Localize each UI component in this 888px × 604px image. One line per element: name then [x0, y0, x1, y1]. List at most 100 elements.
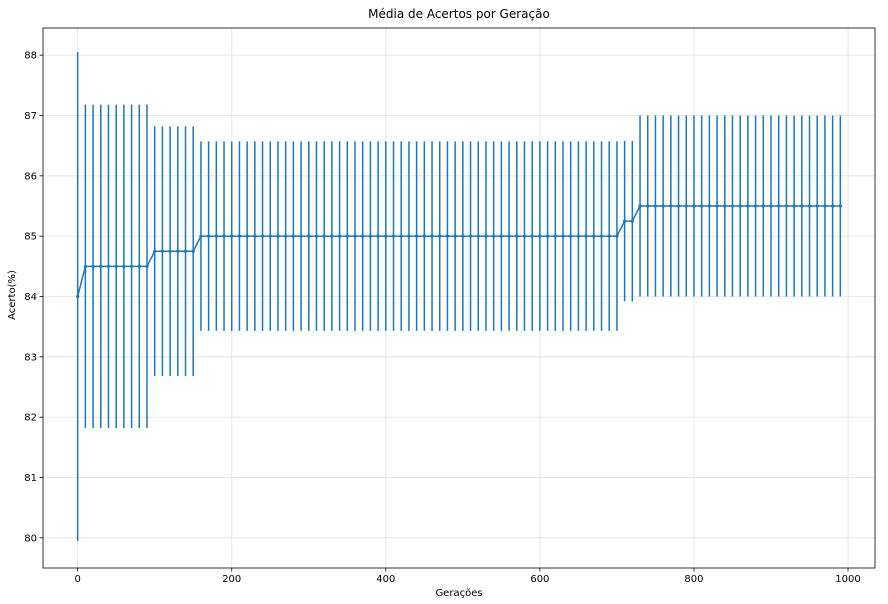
mean-point [91, 264, 95, 268]
y-axis-title: Acerto(%) [7, 270, 18, 320]
mean-point [761, 204, 765, 208]
x-axis-title: Gerações [435, 588, 482, 599]
mean-point [484, 234, 488, 238]
mean-point [284, 234, 288, 238]
mean-point [183, 249, 188, 253]
mean-point [538, 234, 542, 238]
mean-point [199, 234, 203, 238]
mean-point [145, 264, 149, 268]
plot-area-frame [42, 27, 876, 569]
mean-point [746, 204, 750, 208]
mean-point [330, 234, 334, 238]
mean-point [607, 234, 611, 238]
grid-lines [43, 28, 875, 568]
mean-point [831, 204, 835, 208]
mean-point [730, 204, 735, 208]
mean-point [615, 234, 619, 238]
mean-point [707, 204, 711, 208]
y-tick-label: 84 [24, 292, 37, 303]
mean-markers [76, 204, 842, 299]
mean-point [291, 234, 295, 238]
mean-point [384, 234, 388, 238]
x-tick-label: 400 [376, 574, 395, 585]
mean-point [322, 234, 326, 238]
mean-point [445, 234, 450, 238]
mean-point [584, 234, 588, 238]
mean-point [415, 234, 419, 238]
mean-point [438, 234, 442, 238]
mean-point [784, 204, 789, 208]
mean-point [368, 234, 373, 238]
mean-point [815, 204, 819, 208]
mean-point [168, 249, 172, 253]
mean-point [422, 234, 426, 238]
mean-point [106, 264, 111, 268]
mean-point [653, 204, 658, 208]
mean-point [207, 234, 211, 238]
mean-point [399, 234, 403, 238]
mean-point [307, 234, 311, 238]
mean-point [299, 234, 303, 238]
axis-ticks: 0 200 400 600 800 1000 80 81 82 83 84 85 86 87 88 [24, 51, 860, 585]
mean-point [715, 204, 719, 208]
x-tick-label: 200 [222, 574, 241, 585]
mean-point [599, 234, 604, 238]
mean-point [122, 264, 126, 268]
y-tick-label: 85 [24, 232, 37, 243]
y-tick-label: 88 [24, 51, 37, 62]
mean-point [430, 234, 434, 238]
mean-point [76, 294, 80, 299]
x-tick-label: 1000 [835, 574, 860, 585]
mean-point [245, 234, 249, 238]
mean-point [769, 204, 773, 208]
mean-point [753, 204, 758, 208]
mean-point [684, 204, 688, 208]
mean-point [669, 204, 673, 208]
mean-point [253, 234, 257, 238]
mean-point [114, 264, 118, 268]
mean-point [738, 204, 742, 208]
y-tick-label: 87 [24, 111, 37, 122]
mean-point [99, 264, 103, 268]
mean-point [153, 249, 157, 253]
mean-point [461, 234, 465, 238]
mean-point [630, 219, 634, 223]
mean-point [476, 234, 480, 238]
mean-point [453, 234, 457, 238]
mean-point [391, 234, 396, 238]
mean-point [545, 234, 550, 238]
mean-point [823, 204, 827, 208]
mean-point [800, 204, 804, 208]
y-tick-label: 81 [24, 473, 37, 484]
mean-point [676, 204, 681, 208]
mean-point [499, 234, 503, 238]
mean-point [522, 234, 527, 238]
mean-point [160, 249, 165, 253]
y-tick-label: 86 [24, 171, 37, 182]
mean-point [314, 234, 319, 238]
mean-point [345, 234, 349, 238]
mean-point [530, 234, 534, 238]
mean-point [268, 234, 272, 238]
mean-point [337, 234, 342, 238]
mean-point [361, 234, 365, 238]
y-tick-label: 82 [24, 413, 37, 424]
mean-point [553, 234, 557, 238]
x-tick-label: 0 [74, 574, 80, 585]
mean-point [83, 264, 87, 268]
mean-point [515, 234, 519, 238]
mean-point [260, 234, 265, 238]
mean-point [792, 204, 796, 208]
mean-point [646, 204, 650, 208]
mean-point [129, 264, 134, 268]
mean-point [623, 219, 627, 223]
chart-title: Média de Acertos por Geração [368, 7, 550, 21]
mean-point [214, 234, 218, 238]
mean-point [353, 234, 357, 238]
mean-point [576, 234, 581, 238]
x-tick-label: 800 [684, 574, 703, 585]
mean-point [723, 204, 727, 208]
mean-point [692, 204, 696, 208]
mean-point [230, 234, 234, 238]
